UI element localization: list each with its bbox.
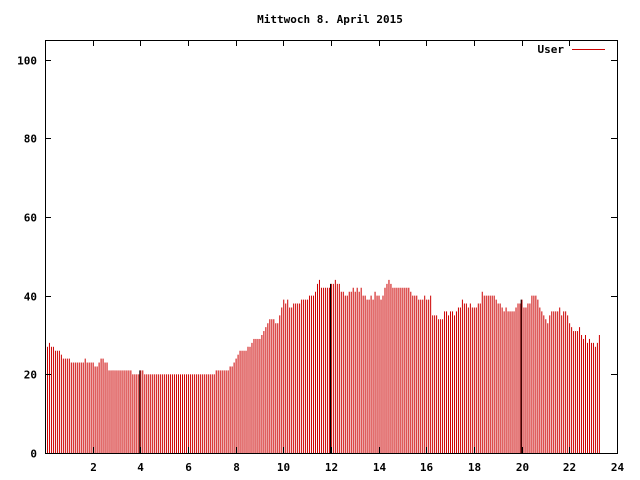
plot-frame [45, 40, 618, 454]
x-tick-label: 22 [563, 461, 576, 474]
legend-label: User [538, 43, 565, 56]
legend: User [538, 43, 605, 56]
y-tick-label: 60 [24, 212, 37, 225]
chart-title: Mittwoch 8. April 2015 [257, 13, 403, 26]
y-axis: 0 20 40 60 80 100 [17, 55, 617, 461]
x-tick-label: 10 [277, 461, 290, 474]
x-tick-label: 6 [185, 461, 192, 474]
y-tick-label: 0 [30, 448, 37, 461]
y-tick-label: 80 [24, 133, 37, 146]
y-tick-label: 20 [24, 369, 37, 382]
bar-series [45, 279, 600, 453]
x-tick-label: 24 [611, 461, 625, 474]
x-tick-label: 8 [233, 461, 240, 474]
y-tick-label: 100 [17, 55, 37, 68]
x-tick-label: 14 [373, 461, 387, 474]
y-tick-label: 40 [24, 291, 37, 304]
x-tick-label: 12 [325, 461, 338, 474]
x-tick-label: 20 [516, 461, 529, 474]
x-tick-label: 16 [420, 461, 434, 474]
x-tick-label: 18 [468, 461, 481, 474]
x-axis: 2 4 6 8 10 12 14 16 18 20 22 24 [90, 40, 624, 474]
x-tick-label: 4 [137, 461, 144, 474]
x-tick-label: 2 [90, 461, 97, 474]
